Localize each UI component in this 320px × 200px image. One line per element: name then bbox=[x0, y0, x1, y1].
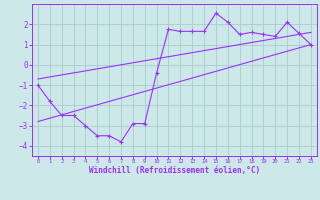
X-axis label: Windchill (Refroidissement éolien,°C): Windchill (Refroidissement éolien,°C) bbox=[89, 166, 260, 175]
